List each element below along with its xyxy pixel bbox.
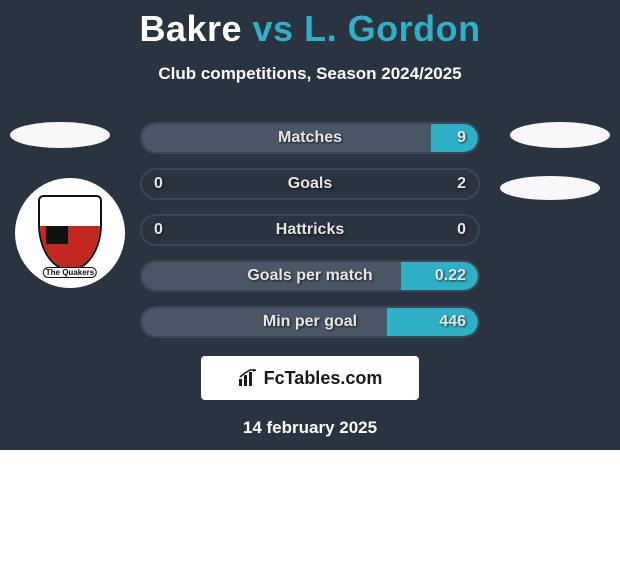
stat-row: 0 Hattricks 0 (140, 214, 480, 246)
page-title: Bakre vs L. Gordon (0, 0, 620, 50)
brand-badge[interactable]: FcTables.com (201, 356, 419, 400)
player1-avatar-placeholder (10, 122, 110, 148)
stat-label: Goals (288, 175, 332, 193)
brand-label: FcTables.com (264, 368, 383, 389)
stat-label: Goals per match (247, 267, 372, 285)
stat-fill-right (431, 124, 478, 152)
stat-row: Goals per match 0.22 (140, 260, 480, 292)
stat-value-right: 2 (457, 175, 466, 193)
comparison-card: Bakre vs L. Gordon Club competitions, Se… (0, 0, 620, 450)
stat-row: Matches 9 (140, 122, 480, 154)
player2-name: L. Gordon (304, 8, 480, 49)
stat-row: 0 Goals 2 (140, 168, 480, 200)
stat-row: Min per goal 446 (140, 306, 480, 338)
footer-date: 14 february 2025 (0, 418, 620, 438)
stat-label: Matches (278, 129, 342, 147)
stat-label: Hattricks (276, 221, 344, 239)
stat-value-right: 9 (457, 129, 466, 147)
chart-icon (238, 369, 258, 387)
stat-label: Min per goal (263, 313, 357, 331)
stat-value-left: 0 (154, 221, 163, 239)
player2-club-placeholder (500, 176, 600, 200)
player2-avatar-placeholder (510, 122, 610, 148)
vs-text: vs (253, 8, 294, 49)
subtitle: Club competitions, Season 2024/2025 (0, 64, 620, 84)
crest-banner-text: The Quakers (43, 267, 97, 278)
stat-value-right: 446 (439, 313, 466, 331)
stat-value-left: 0 (154, 175, 163, 193)
stat-value-right: 0 (457, 221, 466, 239)
player1-club-crest: The Quakers (15, 178, 125, 288)
shield-icon (38, 195, 102, 271)
player1-name: Bakre (139, 8, 242, 49)
stat-value-right: 0.22 (435, 267, 466, 285)
